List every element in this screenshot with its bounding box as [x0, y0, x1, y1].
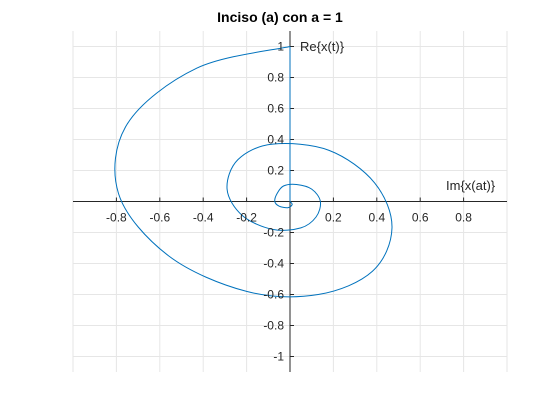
x-tick-label: 0.6 [412, 211, 429, 225]
y-tick-label: 0.8 [267, 71, 284, 85]
y-tick-label: -0.2 [263, 226, 284, 240]
y-axis-label: Re{x(t)} [300, 39, 345, 54]
x-tick-label: -0.2 [236, 211, 257, 225]
x-tick-label: -0.4 [193, 211, 214, 225]
x-axis-label: Im{x(at)} [446, 178, 496, 193]
y-tick-label: 0.2 [267, 164, 284, 178]
x-tick-label: -0.8 [106, 211, 127, 225]
chart-title: Inciso (a) con a = 1 [217, 9, 343, 25]
y-tick-label: -0.8 [263, 319, 284, 333]
y-tick-label: 0.4 [267, 133, 284, 147]
data-series [114, 46, 393, 298]
y-tick-label: -0.6 [263, 288, 284, 302]
tick-labels: -0.8 -0.6 -0.4 -0.2 0.2 0.4 0.6 0.8 -1 -0.8 -0.6 -0… [106, 40, 472, 364]
x-tick-label: 0.4 [368, 211, 385, 225]
x-tick-label: -0.6 [149, 211, 170, 225]
x-tick-label: 0.8 [455, 211, 472, 225]
y-tick-label: -0.4 [263, 257, 284, 271]
y-tick-label: -1 [273, 350, 284, 364]
y-tick-label: 1 [277, 40, 284, 54]
spiral-series-line [114, 46, 393, 298]
y-tick-label: 0.6 [267, 102, 284, 116]
x-tick-label: 0.2 [325, 211, 342, 225]
